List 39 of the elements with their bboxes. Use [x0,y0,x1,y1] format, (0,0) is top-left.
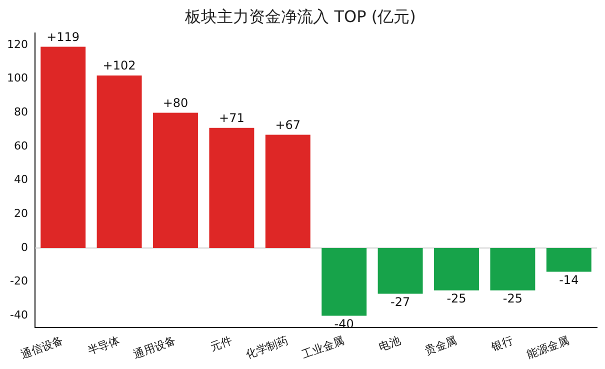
x-tick-label: 能源金属 [525,334,571,362]
y-tick-label: 40 [14,173,28,186]
x-tick-label: 通用设备 [132,334,178,362]
data-label: +67 [275,118,301,132]
y-tick-label: -20 [10,274,28,288]
x-tick-label: 通信设备 [19,334,66,362]
data-label: +102 [102,58,136,73]
y-tick-label: 20 [14,207,28,220]
y-tick-label: 0 [20,240,28,254]
bar [153,112,198,248]
y-tick-label: 120 [6,38,28,51]
x-tick-label: 元件 [208,334,234,354]
data-label: -25 [446,291,466,306]
bar [96,75,142,248]
data-label: +80 [162,96,188,110]
bar [378,248,423,294]
x-tick-label: 工业金属 [300,334,346,362]
bar [434,248,479,290]
x-tick-label: 半导体 [86,334,122,358]
bar [322,248,367,316]
data-label: -25 [502,291,523,306]
data-label: +119 [46,30,80,44]
y-tick-label: 100 [6,72,28,85]
bar [209,128,254,248]
x-tick-label: 银行 [488,334,515,354]
data-label: -14 [559,272,579,287]
data-label: +71 [219,111,244,126]
x-tick-label: 电池 [377,334,402,354]
bar [546,248,592,272]
y-tick-label: -40 [10,308,28,322]
y-tick-label: 60 [14,139,28,152]
y-tick-label: 80 [14,106,28,119]
bar [265,134,310,248]
bar [490,248,536,290]
x-tick-label: 化学制药 [244,334,290,362]
bar [40,46,86,248]
data-label: -27 [390,294,410,309]
chart-title: 板块主力资金净流入 TOP (亿元) [184,6,416,26]
x-tick-label: 贵金属 [423,334,459,358]
